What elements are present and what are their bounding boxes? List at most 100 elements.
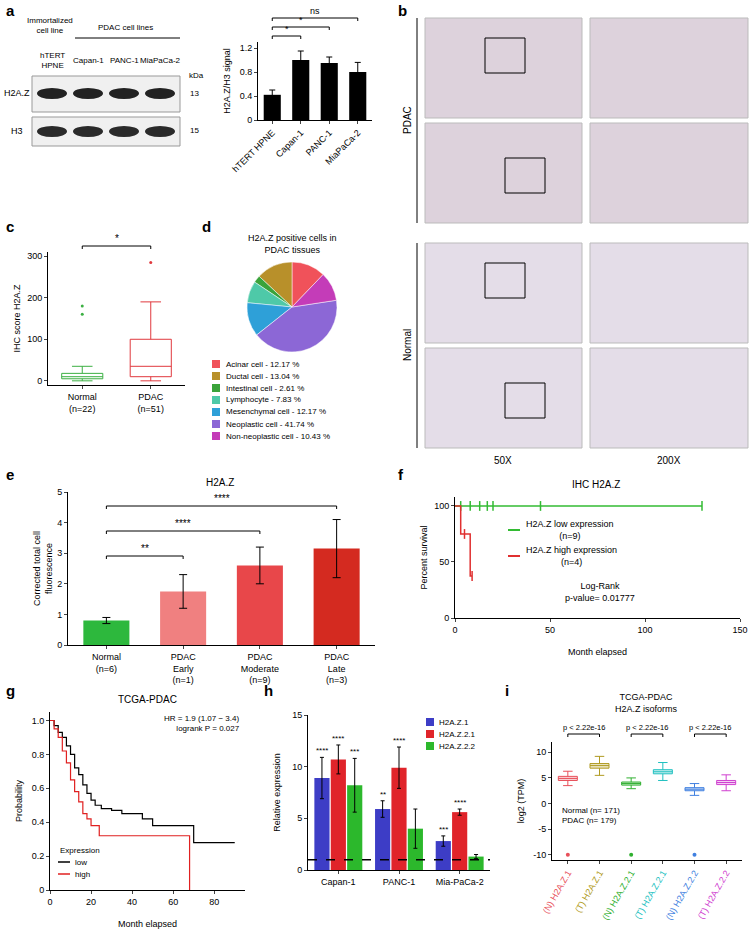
svg-text:2: 2	[57, 579, 62, 589]
svg-text:100: 100	[434, 501, 449, 511]
svg-text:Corrected total cellfluorescen: Corrected total cellfluorescence	[32, 531, 54, 606]
svg-text:*: *	[285, 24, 289, 34]
svg-text:Acinar cell - 12.17 %: Acinar cell - 12.17 %	[226, 360, 299, 369]
svg-text:(N) H2A.Z.2.1: (N) H2A.Z.2.1	[600, 869, 636, 922]
svg-text:H2A.Z/H3 signal: H2A.Z/H3 signal	[222, 48, 232, 114]
svg-text:d: d	[202, 218, 211, 235]
svg-text:c: c	[6, 218, 14, 235]
svg-text:1: 1	[57, 610, 62, 620]
svg-text:MiaPaCa-2: MiaPaCa-2	[140, 56, 181, 65]
svg-text:3: 3	[57, 548, 62, 558]
svg-text:****: ****	[332, 734, 344, 743]
svg-text:(N) H2A.Z.1: (N) H2A.Z.1	[541, 869, 574, 916]
svg-text:0: 0	[297, 865, 302, 875]
svg-text:Intestinal cell - 2.61 %: Intestinal cell - 2.61 %	[226, 384, 304, 393]
svg-text:0: 0	[247, 115, 252, 125]
svg-text:low: low	[75, 858, 87, 867]
svg-text:H2A.Z.1: H2A.Z.1	[439, 718, 469, 727]
svg-text:0: 0	[47, 897, 52, 907]
svg-text:Month elapsed: Month elapsed	[568, 647, 627, 657]
svg-text:h: h	[264, 682, 273, 699]
svg-text:0: 0	[541, 799, 546, 809]
svg-text:300: 300	[27, 251, 42, 261]
svg-text:50: 50	[545, 625, 555, 635]
svg-text:PDAC(n=51): PDAC(n=51)	[138, 392, 164, 414]
svg-text:PANC-1: PANC-1	[304, 128, 334, 158]
svg-text:H2A.Z high expression(n=4): H2A.Z high expression(n=4)	[526, 545, 617, 567]
svg-text:Normal: Normal	[402, 329, 413, 361]
svg-text:10: 10	[292, 762, 302, 772]
svg-text:Neoplastic cell - 41.74 %: Neoplastic cell - 41.74 %	[226, 420, 314, 429]
svg-text:100: 100	[637, 625, 652, 635]
svg-text:***: ***	[350, 747, 359, 756]
svg-text:ns: ns	[310, 6, 320, 16]
svg-text:15: 15	[190, 126, 199, 135]
svg-text:PDACLate(n=3): PDACLate(n=3)	[324, 652, 350, 685]
svg-text:Non-neoplastic cell - 10.43 %: Non-neoplastic cell - 10.43 %	[226, 432, 330, 441]
svg-text:100: 100	[27, 334, 42, 344]
svg-text:Normal (n= 171)PDAC (n= 179): Normal (n= 171)PDAC (n= 179)	[562, 806, 620, 825]
svg-text:0: 0	[452, 625, 457, 635]
svg-text:Normal(n=6): Normal(n=6)	[92, 652, 121, 674]
svg-text:0.4: 0.4	[240, 91, 253, 101]
svg-text:p < 2.22e-16: p < 2.22e-16	[626, 723, 668, 732]
svg-text:Mia-PaCa-2: Mia-PaCa-2	[436, 877, 484, 887]
svg-text:log2 (TPM): log2 (TPM)	[516, 779, 526, 824]
svg-text:IHC H2A.Z: IHC H2A.Z	[572, 479, 620, 490]
svg-text:Log-Rankp-value= 0.01777: Log-Rankp-value= 0.01777	[565, 581, 635, 603]
svg-text:13: 13	[190, 89, 199, 98]
svg-text:PDAC: PDAC	[402, 106, 413, 134]
svg-text:0.2: 0.2	[32, 851, 45, 861]
svg-text:****: ****	[214, 493, 230, 504]
svg-text:200X: 200X	[657, 455, 681, 466]
svg-text:****: ****	[175, 518, 191, 529]
svg-text:Capan-1: Capan-1	[321, 877, 356, 887]
svg-text:**: **	[380, 790, 386, 799]
svg-text:40: 40	[127, 897, 137, 907]
svg-text:Capan-1: Capan-1	[73, 56, 104, 65]
svg-text:H3: H3	[11, 126, 23, 136]
svg-text:hTERT HPNE: hTERT HPNE	[230, 128, 276, 174]
svg-text:4: 4	[57, 518, 62, 528]
svg-text:50X: 50X	[494, 455, 512, 466]
svg-text:-10: -10	[533, 850, 546, 860]
svg-text:kDa: kDa	[189, 71, 204, 80]
svg-text:200: 200	[27, 293, 42, 303]
svg-text:1.2: 1.2	[240, 43, 253, 53]
svg-text:50: 50	[439, 557, 449, 567]
svg-text:HR = 1.9 (1.07 − 3.4)logrank P: HR = 1.9 (1.07 − 3.4)logrank P = 0.027	[164, 714, 240, 733]
svg-text:H2A.Z: H2A.Z	[4, 88, 30, 98]
svg-text:0: 0	[37, 376, 42, 386]
svg-text:5: 5	[541, 773, 546, 783]
svg-text:f: f	[398, 466, 404, 483]
svg-text:b: b	[398, 2, 407, 19]
svg-text:g: g	[6, 682, 15, 699]
svg-text:PANC-1: PANC-1	[110, 56, 139, 65]
svg-text:H2A.Z: H2A.Z	[206, 477, 234, 488]
svg-text:Relative expression: Relative expression	[272, 753, 282, 832]
svg-text:(T) H2A.Z.2.1: (T) H2A.Z.2.1	[633, 869, 669, 921]
svg-text:a: a	[6, 2, 15, 19]
svg-text:e: e	[6, 466, 14, 483]
svg-text:60: 60	[168, 897, 178, 907]
svg-text:150: 150	[732, 625, 747, 635]
svg-text:0.8: 0.8	[32, 750, 45, 760]
svg-text:0: 0	[57, 640, 62, 650]
svg-text:Expression: Expression	[60, 846, 100, 855]
svg-text:p < 2.22e-16: p < 2.22e-16	[563, 723, 605, 732]
svg-text:5: 5	[297, 813, 302, 823]
svg-text:PDACEarly(n=1): PDACEarly(n=1)	[171, 652, 197, 685]
svg-text:**: **	[141, 543, 149, 554]
svg-text:MiaPaCa-2: MiaPaCa-2	[323, 128, 362, 167]
svg-text:Probability: Probability	[14, 779, 24, 822]
svg-text:TCGA-PDAC: TCGA-PDAC	[118, 694, 177, 705]
svg-text:*: *	[115, 233, 119, 244]
svg-text:H2A.Z.2.1: H2A.Z.2.1	[439, 730, 476, 739]
svg-text:20: 20	[86, 897, 96, 907]
svg-text:1.0: 1.0	[32, 716, 45, 726]
svg-text:80: 80	[209, 897, 219, 907]
svg-text:Month elapsed: Month elapsed	[118, 919, 177, 929]
svg-text:5: 5	[57, 487, 62, 497]
svg-text:p < 2.22e-16: p < 2.22e-16	[689, 723, 731, 732]
svg-text:high: high	[75, 870, 90, 879]
